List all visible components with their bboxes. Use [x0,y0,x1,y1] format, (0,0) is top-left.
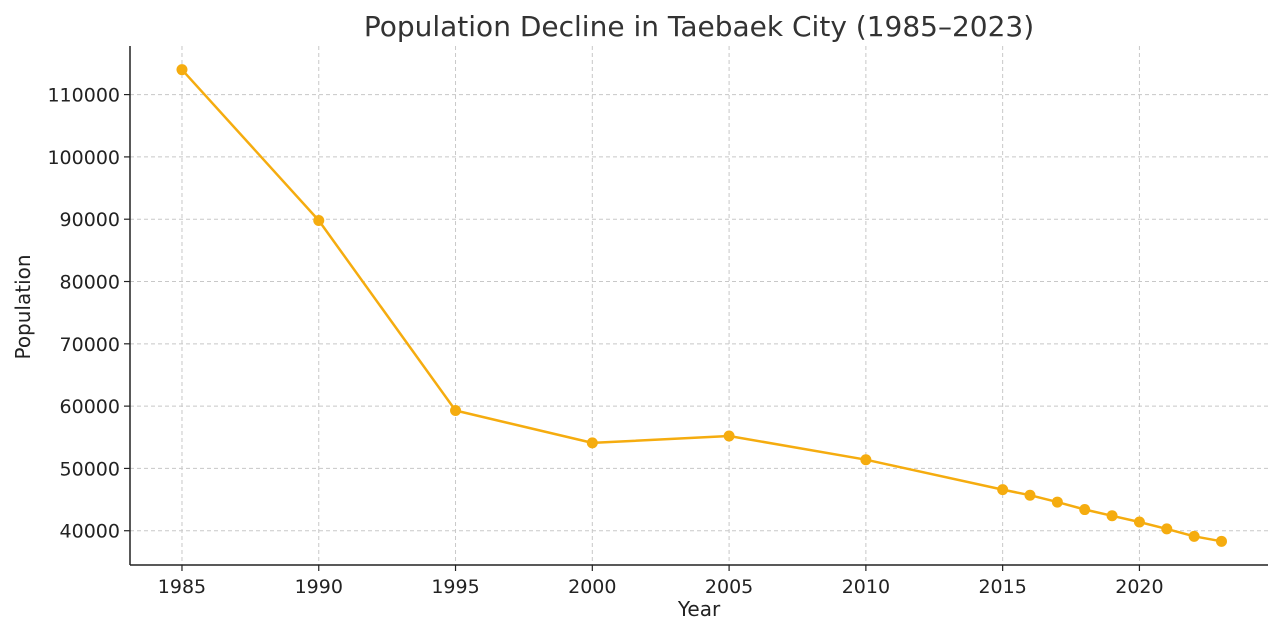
x-tick-label-2005: 2005 [705,576,753,598]
y-tick-label-100000: 100000 [47,147,120,169]
data-point-2005 [723,430,735,442]
data-point-2020 [1133,516,1145,528]
data-point-2023 [1215,535,1227,547]
series-line [181,68,1222,543]
y-tick-label-40000: 40000 [60,521,120,543]
x-axis-label: Year [677,597,721,621]
x-tick-label-2010: 2010 [842,576,890,598]
y-tick-label-50000: 50000 [60,458,120,480]
x-tick-label-1985: 1985 [158,576,206,598]
data-point-2000 [586,437,598,449]
y-tick-label-110000: 110000 [47,85,120,107]
data-point-1985 [176,64,188,76]
x-tick-label-1990: 1990 [295,576,343,598]
x-tick-label-2000: 2000 [568,576,616,598]
x-axis-ticks: 1985 1990 1995 2000 2005 2010 2015 2020 [158,565,1164,598]
data-point-2017 [1051,496,1063,508]
data-point-2010 [860,454,872,466]
x-tick-label-2015: 2015 [978,576,1026,598]
grid [130,46,1268,565]
y-tick-label-60000: 60000 [60,396,120,418]
data-point-1990 [313,214,325,226]
data-point-2022 [1188,530,1200,542]
y-axis-ticks: 40000 50000 60000 70000 80000 90000 100000 1100… [47,85,130,543]
y-axis-label: Population [11,254,35,359]
data-point-2016 [1024,489,1036,501]
data-point-1995 [450,404,462,416]
data-point-2015 [997,484,1009,496]
data-point-2019 [1106,510,1118,522]
data-point-2021 [1161,523,1173,535]
y-tick-label-80000: 80000 [60,272,120,294]
x-tick-label-2020: 2020 [1115,576,1163,598]
data-point-2018 [1079,504,1091,516]
x-tick-label-1995: 1995 [431,576,479,598]
chart-title: Population Decline in Taebaek City (1985… [364,10,1034,43]
y-tick-label-70000: 70000 [60,334,120,356]
series-population [176,64,1227,547]
y-tick-label-90000: 90000 [60,209,120,231]
axes [129,46,1268,566]
